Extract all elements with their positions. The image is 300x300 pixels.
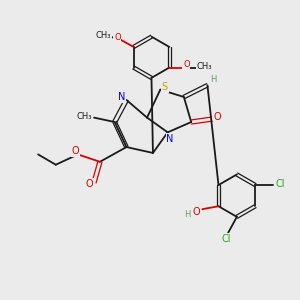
Text: N: N	[118, 92, 126, 102]
Text: O: O	[192, 206, 200, 217]
Text: O: O	[86, 179, 94, 189]
Text: CH₃: CH₃	[77, 112, 92, 121]
Text: N: N	[166, 134, 174, 144]
Text: O: O	[114, 33, 121, 42]
Text: O: O	[214, 112, 221, 122]
Text: Cl: Cl	[275, 178, 285, 189]
Text: H: H	[210, 75, 217, 84]
Text: S: S	[162, 82, 168, 92]
Text: CH₃: CH₃	[197, 61, 212, 70]
Text: H: H	[184, 210, 191, 219]
Text: O: O	[183, 60, 190, 69]
Text: CH₃: CH₃	[96, 31, 111, 40]
Text: Cl: Cl	[222, 234, 231, 244]
Text: O: O	[72, 146, 79, 156]
